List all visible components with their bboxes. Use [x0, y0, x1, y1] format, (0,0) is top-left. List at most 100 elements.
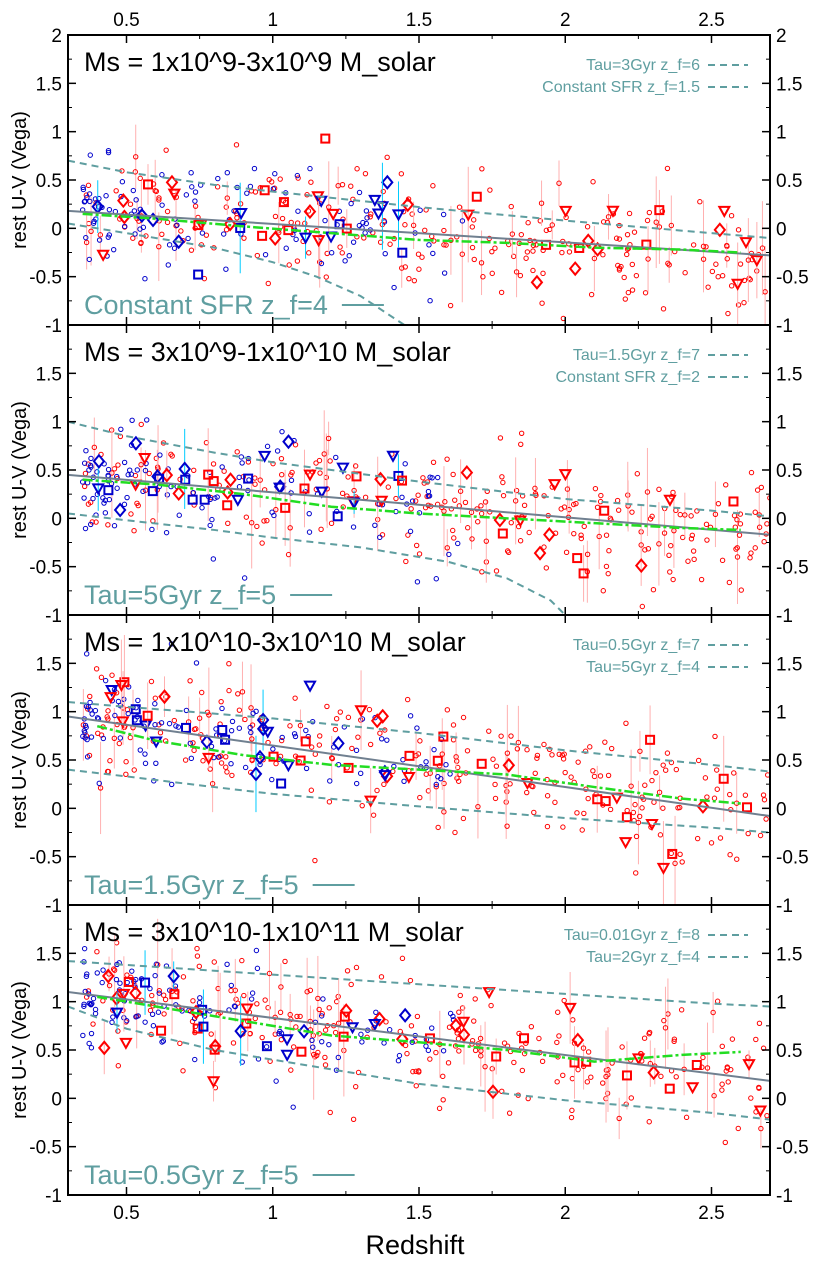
data-point-red — [156, 197, 162, 203]
data-point-blue — [82, 525, 89, 532]
data-point-triangle — [298, 232, 313, 245]
data-point-blue — [112, 712, 118, 719]
data-point-square — [169, 989, 180, 1000]
data-point-red — [633, 870, 639, 876]
data-point-blue — [246, 477, 252, 483]
data-point-red — [444, 545, 450, 551]
data-point-red — [590, 179, 596, 185]
data-point-red — [322, 1054, 328, 1061]
data-point-blue — [229, 718, 236, 725]
data-point-red — [704, 1065, 711, 1071]
data-point-red — [690, 548, 697, 554]
data-point-red — [390, 768, 396, 775]
data-point-blue — [307, 165, 313, 172]
data-point-red — [624, 231, 631, 238]
plot-area — [68, 634, 770, 905]
data-point-triangle — [280, 1049, 294, 1062]
data-point-blue — [358, 1031, 364, 1038]
data-point-red — [605, 214, 612, 220]
data-point-red — [564, 486, 571, 492]
data-point-square — [198, 1021, 209, 1032]
data-point-red — [156, 243, 162, 250]
data-point-red — [637, 748, 643, 754]
data-point-blue — [333, 454, 339, 461]
data-point-red — [455, 778, 462, 784]
data-point-red — [104, 714, 110, 720]
data-point-red — [407, 977, 414, 984]
data-point-square — [147, 486, 158, 497]
data-point-blue — [254, 965, 261, 972]
data-point-blue — [274, 448, 281, 454]
data-point-blue — [188, 170, 194, 176]
data-point-red — [756, 1020, 763, 1026]
data-point-diamond — [172, 485, 186, 502]
data-point-red — [107, 758, 113, 764]
data-point-red — [133, 154, 139, 160]
y-tick-label-right: -0.5 — [776, 268, 809, 289]
median-curve — [97, 995, 741, 1063]
data-point-red — [723, 482, 729, 488]
data-point-square — [645, 734, 656, 745]
data-point-red — [402, 1042, 409, 1049]
data-point-blue — [224, 170, 230, 176]
data-point-square — [181, 722, 192, 733]
data-point-diamond — [376, 708, 390, 724]
data-point-red — [571, 530, 577, 537]
data-point-diamond — [373, 1011, 386, 1027]
data-point-red — [646, 1119, 652, 1125]
data-point-red — [194, 953, 201, 959]
data-point-red — [566, 241, 572, 247]
data-point-red — [526, 529, 532, 536]
data-point-blue — [142, 751, 148, 757]
data-point-blue — [102, 497, 109, 503]
data-point-red — [478, 260, 485, 266]
data-point-blue — [381, 1040, 387, 1046]
data-point-red — [234, 449, 240, 455]
data-point-blue — [320, 996, 326, 1002]
data-point-red — [689, 532, 695, 539]
data-point-red — [345, 474, 351, 480]
data-point-triangle — [119, 1037, 133, 1050]
data-point-triangle — [606, 205, 620, 218]
data-point-red — [131, 528, 137, 534]
data-point-red — [509, 231, 516, 237]
data-point-red — [109, 672, 115, 678]
data-point-blue — [109, 1019, 115, 1025]
data-point-red — [615, 262, 621, 269]
data-point-square — [187, 494, 198, 505]
data-point-blue — [348, 200, 354, 207]
y-tick-label-right: 1 — [776, 413, 787, 434]
data-point-red — [203, 232, 210, 238]
data-point-square — [180, 474, 191, 485]
data-point-red — [199, 689, 205, 696]
data-point-red — [513, 487, 520, 494]
x-tick-label: 1 — [267, 1203, 278, 1224]
y-tick-label-right: 1.5 — [776, 944, 802, 965]
data-point-red — [665, 260, 671, 267]
data-point-blue — [80, 1032, 86, 1039]
data-point-blue — [221, 231, 227, 237]
data-point-red — [745, 830, 751, 837]
data-point-blue — [117, 980, 123, 986]
data-point-blue — [353, 747, 360, 754]
data-point-red — [450, 722, 457, 728]
data-point-red — [584, 1079, 591, 1085]
data-point-red — [384, 154, 390, 160]
data-point-red — [501, 1040, 508, 1046]
data-point-square — [142, 710, 153, 721]
data-point-blue — [402, 461, 408, 467]
data-point-red — [405, 532, 411, 538]
data-point-diamond — [339, 1003, 353, 1019]
data-point-red — [702, 775, 709, 781]
data-point-red — [427, 1056, 433, 1062]
data-point-red — [413, 1083, 419, 1089]
data-point-square — [621, 1070, 632, 1081]
data-point-blue — [87, 521, 94, 528]
data-point-diamond — [158, 689, 171, 705]
data-point-triangle — [558, 469, 573, 482]
data-point-red — [456, 1009, 462, 1015]
data-point-square — [257, 230, 268, 241]
data-point-red — [621, 274, 627, 281]
data-point-red — [499, 474, 505, 480]
